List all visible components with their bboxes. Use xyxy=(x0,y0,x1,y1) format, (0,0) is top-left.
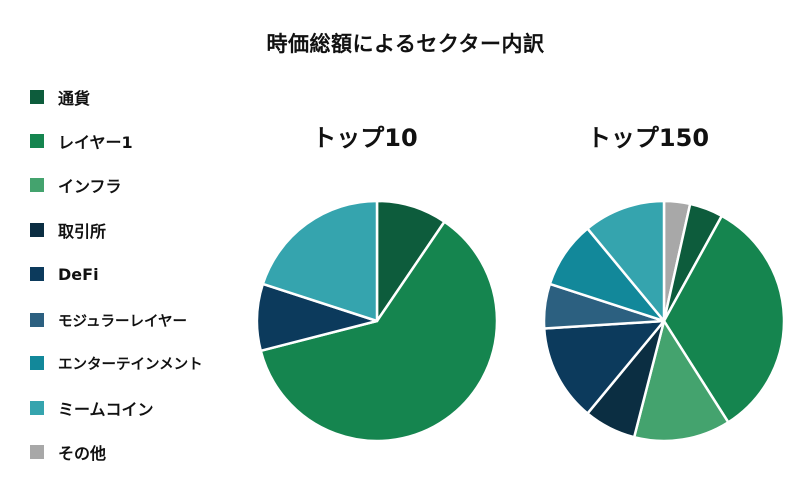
pie-slice xyxy=(261,199,379,323)
legend-label: エンターテインメント xyxy=(58,356,203,373)
pie-slice xyxy=(632,319,730,443)
legend-swatch xyxy=(30,356,44,370)
legend-swatch xyxy=(30,267,44,281)
pie-slice xyxy=(662,214,786,424)
legend-item: レイヤー1 xyxy=(30,130,133,152)
pie-slice xyxy=(542,319,666,415)
pie-slice xyxy=(259,220,499,443)
legend-label: 通貨 xyxy=(58,89,91,108)
legend-item: 取引所 xyxy=(30,219,106,241)
legend-label: ミームコイン xyxy=(58,400,154,419)
pie-slice xyxy=(586,199,666,323)
legend-label: インフラ xyxy=(58,177,122,196)
legend-label: レイヤー1 xyxy=(58,133,133,152)
legend-label: DeFi xyxy=(58,264,99,284)
legend-swatch xyxy=(30,90,44,104)
legend-item: エンターテインメント xyxy=(30,352,203,374)
legend-swatch xyxy=(30,313,44,327)
legend-item: 通貨 xyxy=(30,86,90,108)
legend-swatch xyxy=(30,178,44,192)
pie-title-top150: トップ150 xyxy=(586,124,710,152)
legend-label: 取引所 xyxy=(58,222,107,241)
legend-item: ミームコイン xyxy=(30,397,154,419)
legend-swatch xyxy=(30,223,44,237)
pie-chart-top150 xyxy=(542,199,786,443)
chart-title: 時価総額によるセクター内訳 xyxy=(266,32,545,56)
legend-label: その他 xyxy=(58,444,107,463)
legend-item: その他 xyxy=(30,441,106,463)
pie-chart-top10 xyxy=(255,199,499,443)
legend-swatch xyxy=(30,134,44,148)
legend-item: モジュラーレイヤー xyxy=(30,309,187,331)
legend-swatch xyxy=(30,401,44,415)
legend-item: DeFi xyxy=(30,263,99,285)
legend-swatch xyxy=(30,445,44,459)
pie-title-top10: トップ10 xyxy=(312,124,418,152)
legend-label: モジュラーレイヤー xyxy=(58,313,188,330)
legend-item: インフラ xyxy=(30,174,122,196)
